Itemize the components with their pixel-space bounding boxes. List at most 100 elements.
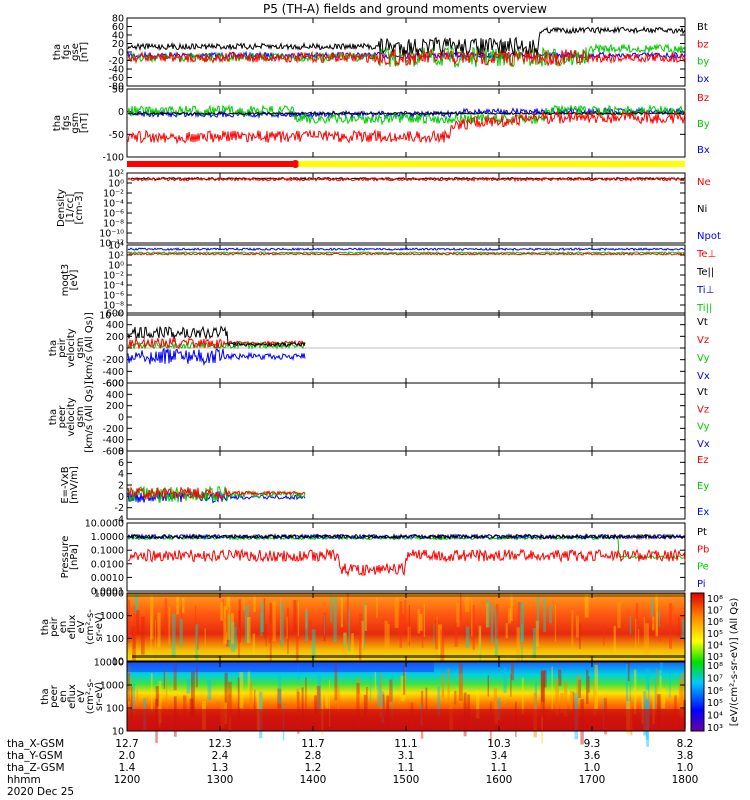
series-trace xyxy=(127,535,686,560)
spectrogram-streak xyxy=(543,597,546,632)
ytick-label: 0.0100 xyxy=(91,559,124,570)
ephemeris-value: 10.3 xyxy=(487,738,510,750)
spectrogram-streak xyxy=(150,595,154,640)
series-trace xyxy=(127,336,306,350)
spectrogram-streak xyxy=(195,624,199,666)
spectrogram-streak xyxy=(239,671,244,709)
spectrogram-streak xyxy=(423,603,426,638)
spectrogram-streak xyxy=(280,597,282,641)
spectrogram-streak xyxy=(263,598,266,639)
ytick-label: 0 xyxy=(118,413,124,424)
spectrogram-streak xyxy=(441,673,445,698)
panel-peer_vel: 6004002000-200-400-600thapeervelocitygsm… xyxy=(48,379,710,458)
series-trace xyxy=(127,104,686,126)
legend-entry: Bt xyxy=(697,22,708,33)
spectrogram-streak xyxy=(183,695,187,721)
spectrogram-streak xyxy=(316,685,321,712)
spectrogram-streak xyxy=(425,687,428,711)
ytick-label: 10² xyxy=(108,251,124,262)
ytick-label: 10⁻¹⁰ xyxy=(99,311,124,322)
spectrogram-streak xyxy=(186,679,191,694)
legend-entry: Ez xyxy=(697,455,709,466)
spectrogram-streak xyxy=(476,690,480,719)
spectrogram-streak xyxy=(163,671,165,689)
y-axis-label: [nT] xyxy=(79,113,90,133)
spectrogram-streak xyxy=(511,663,515,681)
y-axis-label: fgs xyxy=(61,115,72,130)
ephemeris-value: 1.3 xyxy=(212,762,229,774)
spectrogram-fill-top xyxy=(127,662,434,672)
spectrogram-streak xyxy=(549,604,552,624)
spectrogram-streak xyxy=(521,677,524,715)
spectrogram-streak xyxy=(191,671,195,717)
spectrogram-streak xyxy=(536,596,540,629)
spectrogram-streak xyxy=(222,599,224,619)
spectrogram-streak xyxy=(197,633,199,650)
series-trace xyxy=(127,252,686,256)
y-axis-label: tha xyxy=(40,688,51,704)
spectrogram-streak xyxy=(357,677,360,695)
y-axis-label: [nT] xyxy=(79,42,90,62)
spectrogram-streak xyxy=(401,614,405,630)
spectrogram-streak xyxy=(638,628,640,645)
spectrogram-streak xyxy=(407,626,411,642)
spectrogram-streak xyxy=(633,669,637,715)
y-axis-label: gse xyxy=(70,43,81,61)
y-axis-label: sr-eV) xyxy=(94,682,105,711)
y-axis-label: fgs xyxy=(61,44,72,59)
spectrogram-streak xyxy=(361,620,364,649)
spectrogram-streak xyxy=(570,691,573,712)
spectrogram-streak xyxy=(555,678,559,715)
y-axis-label: peer xyxy=(57,405,68,429)
y-axis-label: peir xyxy=(49,616,60,636)
spectrogram-streak xyxy=(655,593,658,636)
legend-entry: Te⊥ xyxy=(696,249,716,260)
plot-title: P5 (TH-A) fields and ground moments over… xyxy=(263,2,547,16)
ytick-label: 10⁰ xyxy=(108,261,124,272)
ephemeris-value: 1200 xyxy=(114,774,141,786)
spectrogram-streak xyxy=(287,607,289,654)
spectrogram-streak xyxy=(471,597,473,637)
ytick-label: 60 xyxy=(112,22,124,33)
legend-entry: Vz xyxy=(697,404,709,415)
spectrogram-streak xyxy=(478,625,482,655)
spectrogram-streak xyxy=(334,662,338,701)
spectrogram-streak xyxy=(333,597,337,643)
ephemeris-value: 3.6 xyxy=(584,750,601,762)
spectrogram-streak xyxy=(520,602,525,642)
ephemeris-value: 9.3 xyxy=(584,738,601,750)
ephemeris-value: 1800 xyxy=(672,774,699,786)
mode-bar-yellow xyxy=(298,161,685,167)
spectrogram-streak xyxy=(381,691,385,724)
ytick-label: 1000 xyxy=(100,681,124,692)
colorbar-tick-label: 10⁵ xyxy=(707,698,723,709)
spectrogram-streak xyxy=(269,602,272,624)
legend-entry: Pt xyxy=(697,527,707,538)
spectrogram-streak xyxy=(238,611,241,630)
spectrogram-streak xyxy=(627,662,630,682)
y-axis-label: eflux xyxy=(67,684,78,709)
spectrogram-streak xyxy=(603,623,605,646)
ephemeris-value: 1400 xyxy=(300,774,327,786)
legend-entry: Bz xyxy=(697,93,709,104)
spectrogram-streak xyxy=(503,667,507,693)
panel-peir_vel: 6004002000-200-400-600thapeirvelocitygsm… xyxy=(48,309,710,390)
legend-entry: Vy xyxy=(697,422,710,433)
series-trace xyxy=(127,110,686,145)
colorbar-tick-label: 10³ xyxy=(707,723,723,734)
spectrogram-streak xyxy=(370,676,372,702)
spectrogram-streak xyxy=(158,680,162,724)
ytick-label: 10⁰ xyxy=(108,179,124,190)
spectrogram-streak xyxy=(678,679,683,714)
ephemeris-value: 3.1 xyxy=(398,750,415,762)
colorbar-tick-label: 10⁸ xyxy=(707,661,723,672)
ytick-label: 10⁻² xyxy=(103,189,124,200)
ytick-label: 10⁻⁸ xyxy=(103,219,124,230)
legend-entry: Ne xyxy=(697,177,711,188)
y-axis-label: E=-VxB xyxy=(60,466,71,503)
spectrogram-streak xyxy=(460,593,462,621)
spectrogram-streak xyxy=(234,626,237,650)
